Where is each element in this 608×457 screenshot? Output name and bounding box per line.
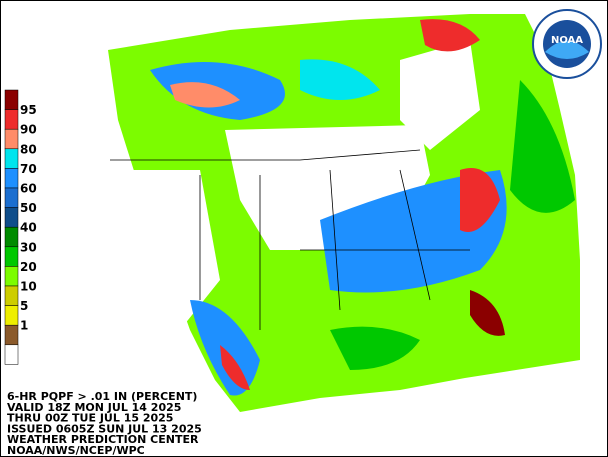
legend-swatch	[4, 226, 19, 248]
legend-label: 10	[20, 280, 37, 294]
legend-swatch	[4, 246, 19, 267]
legend-swatch	[4, 266, 19, 287]
legend-label: 1	[20, 319, 28, 333]
legend-swatch	[4, 324, 19, 346]
caption-line: WEATHER PREDICTION CENTER	[7, 433, 199, 446]
legend-swatch	[4, 148, 19, 169]
red-east	[460, 168, 500, 232]
dry-west	[110, 170, 220, 330]
dry-east-canada	[400, 40, 480, 150]
legend-label: 95	[20, 103, 37, 117]
legend-swatch	[4, 168, 19, 189]
green-atlantic	[510, 80, 575, 213]
legend-swatch	[4, 207, 19, 228]
borders	[110, 149, 470, 330]
red-area	[170, 82, 240, 108]
caption-line: VALID 18Z MON JUL 14 2025	[7, 401, 181, 414]
caption: 6-HR PQPF > .01 IN (PERCENT)VALID 18Z MO…	[7, 390, 202, 457]
legend-label: 20	[20, 260, 37, 274]
logo-text: NOAA	[551, 35, 583, 46]
legend-label: 40	[20, 221, 37, 235]
caption-line: 6-HR PQPF > .01 IN (PERCENT)	[7, 390, 197, 403]
legend-swatch	[4, 89, 19, 110]
legend-label: 90	[20, 123, 37, 137]
map	[108, 14, 580, 412]
legend-swatch	[4, 109, 19, 130]
legend-swatch	[4, 187, 19, 208]
green-gulf	[330, 326, 420, 370]
legend-swatch	[4, 285, 19, 306]
legend: 95 90 80 70 60 50 40 30 20 10 5 1	[4, 89, 37, 365]
cyan-area	[300, 59, 380, 100]
legend-label: 70	[20, 162, 37, 176]
legend-swatch	[4, 128, 19, 150]
legend-label: 60	[20, 182, 37, 196]
legend-swatch	[4, 344, 19, 365]
legend-label: 5	[20, 299, 28, 313]
red-mexico	[220, 345, 250, 390]
caption-line: ISSUED 0605Z SUN JUL 13 2025	[7, 422, 202, 435]
logo-wave	[545, 41, 589, 59]
red-florida	[470, 290, 505, 336]
caption-line: THRU 00Z TUE JUL 15 2025	[7, 412, 173, 425]
caption-line: NOAA/NWS/NCEP/WPC	[7, 444, 145, 457]
legend-label: 80	[20, 142, 37, 156]
blue-mexico	[190, 300, 260, 396]
red-north	[420, 19, 480, 52]
legend-label: 30	[20, 240, 37, 254]
noaa-logo: NOAA	[532, 9, 602, 79]
legend-swatch	[4, 305, 19, 326]
legend-label: 50	[20, 201, 37, 215]
